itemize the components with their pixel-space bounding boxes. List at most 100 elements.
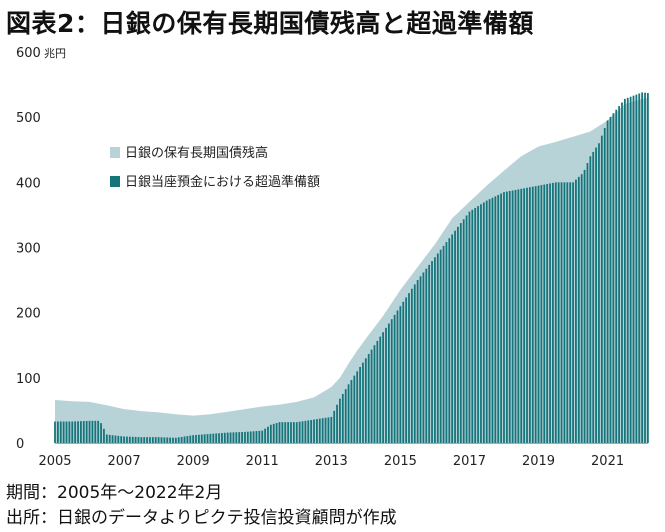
excess-reserves-bar [370, 349, 373, 443]
excess-reserves-bar [491, 197, 494, 443]
excess-reserves-bar [546, 183, 549, 443]
excess-reserves-bar [382, 332, 384, 443]
x-tick-label: 2005 [38, 454, 71, 469]
excess-reserves-bar [59, 421, 62, 443]
excess-reserves-bar [459, 223, 462, 443]
excess-reserves-bar [131, 436, 134, 443]
excess-reserves-bar [569, 182, 572, 443]
excess-reserves-bar [635, 94, 638, 443]
legend-swatch-jgb [110, 147, 120, 158]
excess-reserves-bar [189, 435, 192, 443]
excess-reserves-bar [552, 182, 554, 443]
excess-reserves-bar [336, 404, 338, 443]
x-tick-label: 2013 [315, 454, 348, 469]
excess-reserves-bar [390, 319, 393, 443]
x-tick-label: 2011 [246, 454, 279, 469]
excess-reserves-bar [480, 204, 482, 443]
excess-reserves-bar [327, 417, 330, 443]
excess-reserves-bar [232, 432, 235, 443]
y-tick-label: 0 [16, 437, 24, 452]
y-tick-label: 600 [16, 46, 41, 61]
excess-reserves-bar [425, 268, 428, 443]
excess-reserves-bar [387, 323, 390, 443]
excess-reserves-bar [85, 420, 88, 443]
excess-reserves-bar [295, 422, 298, 443]
excess-reserves-bar [379, 336, 382, 443]
excess-reserves-bar [638, 93, 641, 444]
excess-reserves-bar [134, 436, 137, 443]
x-tick-label: 2015 [384, 454, 417, 469]
excess-reserves-bar [586, 163, 589, 444]
excess-reserves-bar [341, 393, 344, 443]
excess-reserves-bar [238, 432, 241, 443]
excess-reserves-bar [644, 92, 646, 443]
excess-reserves-bar [410, 288, 413, 443]
excess-reserves-bar [609, 116, 612, 443]
excess-reserves-bar [177, 437, 180, 443]
excess-reserves-bar [209, 433, 212, 443]
excess-reserves-bar [534, 186, 537, 443]
excess-reserves-bar [428, 264, 431, 443]
excess-reserves-bar [301, 421, 304, 443]
excess-reserves-bar [482, 202, 485, 443]
excess-reserves-bar [626, 97, 629, 443]
excess-reserves-bar [284, 422, 287, 443]
y-tick-label: 500 [16, 111, 41, 126]
excess-reserves-bar [149, 437, 151, 443]
excess-reserves-bar [97, 420, 100, 443]
excess-reserves-bar [500, 193, 502, 443]
excess-reserves-bar [272, 423, 275, 443]
jgb-holdings-area [55, 97, 648, 443]
excess-reserves-bar [94, 420, 97, 443]
excess-reserves-bar [350, 380, 353, 443]
excess-reserves-bar [200, 434, 203, 443]
excess-reserves-bar [304, 420, 307, 443]
excess-reserves-bar [117, 435, 120, 443]
excess-reserves-bar [192, 435, 195, 443]
excess-reserves-bar [511, 190, 514, 443]
excess-reserves-bar [554, 182, 557, 443]
excess-reserves-bar [359, 366, 361, 443]
excess-reserves-bar [393, 314, 396, 443]
excess-reserves-bar [462, 219, 465, 443]
excess-reserves-bar [344, 389, 347, 443]
excess-reserves-bar [537, 185, 540, 443]
excess-reserves-bar [226, 432, 229, 443]
excess-reserves-bar [595, 147, 597, 443]
chart-title: 図表2：日銀の保有長期国債残高と超過準備額 [6, 9, 534, 38]
excess-reserves-bar [324, 417, 327, 443]
excess-reserves-bar [477, 206, 479, 443]
y-unit-label: 兆円 [44, 47, 66, 60]
x-tick-label: 2019 [522, 454, 555, 469]
excess-reserves-bar [503, 192, 505, 443]
legend-swatch-reserves [110, 176, 120, 187]
excess-reserves-bar [169, 437, 172, 443]
excess-reserves-bar [223, 432, 226, 443]
excess-reserves-bar [339, 398, 341, 443]
excess-reserves-bar [347, 384, 350, 443]
excess-reserves-bar [292, 422, 295, 443]
excess-reserves-bar [261, 430, 264, 443]
excess-reserves-bar [126, 436, 128, 443]
excess-reserves-bar [269, 424, 272, 443]
excess-reserves-bar [572, 182, 574, 443]
excess-reserves-bar [399, 306, 402, 443]
excess-reserves-bar [549, 183, 551, 444]
excess-reserves-bar [385, 327, 387, 443]
excess-reserves-bar [54, 421, 56, 443]
excess-reserves-bar [206, 434, 209, 443]
excess-reserves-bar [431, 261, 433, 443]
excess-reserves-bar [255, 431, 258, 443]
excess-reserves-bar [180, 436, 183, 443]
excess-reserves-bar [120, 436, 123, 443]
excess-reserves-bar [615, 109, 618, 444]
excess-reserves-bar [287, 422, 290, 443]
excess-reserves-bar [621, 102, 623, 443]
excess-reserves-bar [68, 421, 71, 443]
excess-reserves-bar [563, 182, 566, 443]
excess-reserves-bar [468, 211, 471, 443]
excess-reserves-bar [580, 174, 583, 443]
excess-reserves-bar [436, 253, 439, 443]
excess-reserves-bar [529, 187, 531, 443]
